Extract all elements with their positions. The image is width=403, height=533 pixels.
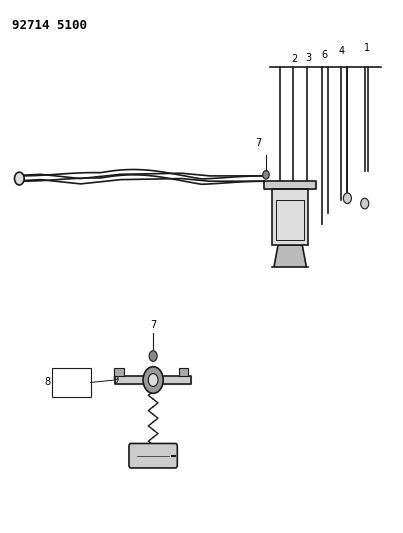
Circle shape bbox=[343, 193, 351, 204]
Circle shape bbox=[143, 367, 163, 393]
Text: 1: 1 bbox=[364, 43, 370, 53]
Text: 7: 7 bbox=[150, 320, 156, 330]
Polygon shape bbox=[272, 189, 308, 245]
Text: 7: 7 bbox=[255, 138, 261, 148]
Circle shape bbox=[148, 374, 158, 386]
Text: 3: 3 bbox=[305, 53, 312, 63]
Circle shape bbox=[15, 172, 24, 185]
Text: 6: 6 bbox=[321, 50, 327, 60]
Circle shape bbox=[149, 351, 157, 361]
Polygon shape bbox=[179, 368, 188, 376]
Circle shape bbox=[361, 198, 369, 209]
Text: 92714 5100: 92714 5100 bbox=[12, 19, 87, 31]
Circle shape bbox=[263, 171, 269, 179]
FancyBboxPatch shape bbox=[129, 443, 177, 468]
Text: 8: 8 bbox=[44, 377, 50, 387]
Polygon shape bbox=[264, 181, 316, 189]
Polygon shape bbox=[274, 245, 306, 266]
Polygon shape bbox=[115, 376, 191, 384]
Text: 2: 2 bbox=[291, 54, 298, 64]
Polygon shape bbox=[114, 368, 124, 376]
Text: 4: 4 bbox=[339, 46, 345, 56]
Text: 9: 9 bbox=[113, 375, 119, 385]
